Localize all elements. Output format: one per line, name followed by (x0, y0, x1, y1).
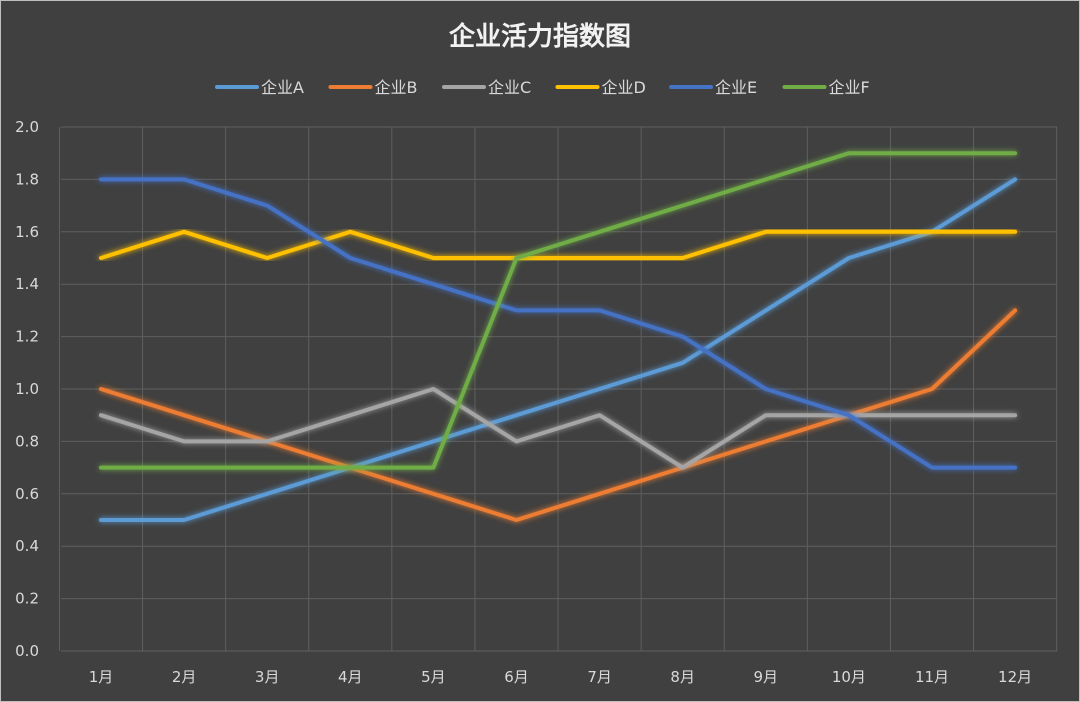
series-line-5 (99, 177, 1018, 470)
y-tick-label: 1.6 (15, 223, 39, 241)
legend-label: 企业D (602, 78, 646, 97)
x-tick-label: 3月 (255, 668, 280, 686)
y-tick-label: 0.0 (15, 642, 39, 660)
x-tick-label: 8月 (670, 668, 695, 686)
x-tick-label: 9月 (754, 668, 779, 686)
x-tick-label: 5月 (421, 668, 446, 686)
series-lines (99, 151, 1018, 522)
legend-item: 企业D (555, 78, 646, 97)
series-line-6 (99, 151, 1018, 470)
x-tick-label: 2月 (172, 668, 197, 686)
legend-item: 企业A (215, 78, 304, 97)
legend-item: 企业B (328, 78, 418, 97)
series-line-2 (99, 308, 1018, 522)
chart-title: 企业活力指数图 (449, 21, 631, 52)
x-tick-label: 1月 (89, 668, 114, 686)
series-line-1 (99, 177, 1018, 522)
y-tick-label: 1.2 (15, 328, 39, 346)
x-tick-label: 10月 (832, 668, 866, 686)
legend-label: 企业E (715, 78, 757, 97)
y-tick-label: 1.8 (15, 170, 39, 188)
y-tick-label: 2.0 (15, 118, 39, 136)
y-tick-label: 0.6 (15, 485, 39, 503)
legend: 企业A 企业B 企业C 企业D 企业E 企业F (215, 78, 870, 97)
legend-label: 企业A (261, 78, 304, 97)
legend-item: 企业F (782, 78, 870, 97)
y-tick-label: 0.2 (15, 590, 39, 608)
x-tick-label: 7月 (587, 668, 612, 686)
x-tick-label: 11月 (915, 668, 949, 686)
legend-item: 企业E (669, 78, 757, 97)
legend-label: 企业B (375, 78, 418, 97)
x-tick-label: 12月 (998, 668, 1032, 686)
legend-label: 企业F (829, 78, 870, 97)
x-tick-label: 4月 (338, 668, 363, 686)
y-tick-label: 0.4 (15, 537, 39, 555)
x-tick-label: 6月 (504, 668, 529, 686)
legend-label: 企业C (488, 78, 531, 97)
gridlines (58, 126, 1058, 652)
legend-item: 企业C (442, 78, 531, 97)
y-tick-label: 0.8 (15, 432, 39, 450)
y-axis-ticks: 0.0 0.2 0.4 0.6 0.8 1.0 1.2 1.4 1.6 1.8 2.0 (15, 118, 39, 660)
y-tick-label: 1.0 (15, 380, 39, 398)
y-tick-label: 1.4 (15, 275, 39, 293)
series-line-3 (99, 387, 1018, 470)
x-axis-ticks: 1月 2月 3月 4月 5月 6月 7月 8月 9月 10月 11月 12月 (89, 668, 1032, 686)
series-line-4 (99, 229, 1018, 260)
